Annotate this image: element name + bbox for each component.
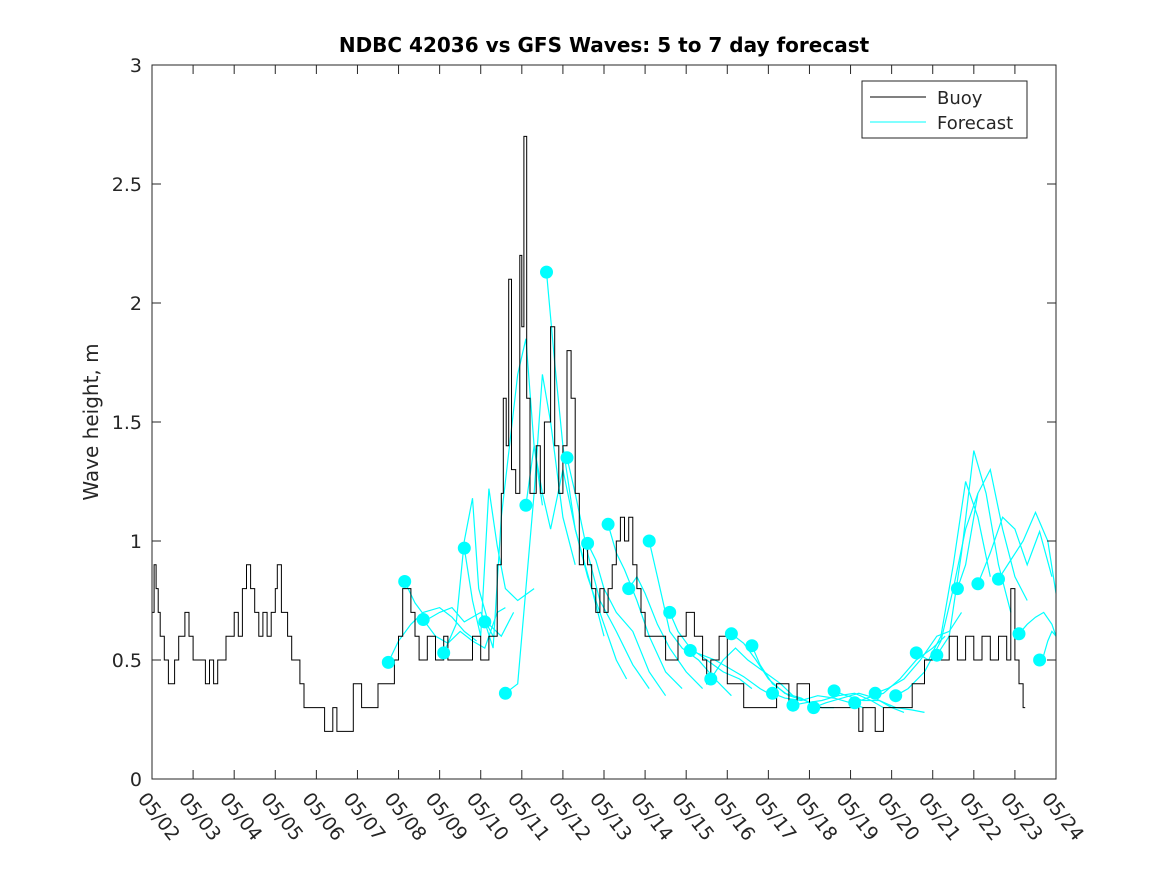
chart-title: NDBC 42036 vs GFS Waves: 5 to 7 day fore…: [339, 33, 870, 57]
forecast-run-line: [463, 488, 535, 637]
forecast-run-line: [545, 272, 628, 680]
forecast-run-line: [997, 510, 1057, 594]
forecast-run-line: [484, 338, 543, 649]
forecast-run-line: [854, 635, 946, 704]
forecast-start-marker: [683, 644, 697, 657]
forecast-start-marker: [1033, 653, 1047, 667]
forecast-start-marker: [909, 646, 923, 660]
buoy-line: [152, 135, 1026, 732]
y-tick-label: 0.5: [112, 650, 142, 672]
forecast-start-marker: [457, 541, 471, 555]
forecast-run-line: [505, 374, 576, 694]
y-tick-label: 0: [130, 769, 142, 791]
forecast-start-marker: [950, 582, 964, 596]
forecast-run-line: [387, 606, 477, 663]
forecast-start-marker: [992, 572, 1005, 586]
forecast-start-marker: [498, 686, 512, 700]
forecast-start-marker: [807, 701, 821, 715]
legend: Buoy Forecast: [861, 80, 1028, 139]
forecast-start-marker: [560, 451, 574, 465]
legend-label-forecast: Forecast: [937, 113, 1013, 134]
forecast-start-marker: [971, 577, 985, 591]
y-tick-label: 1.5: [112, 412, 142, 434]
forecast-start-marker: [601, 517, 615, 531]
forecast-start-marker: [642, 534, 656, 548]
y-tick-label: 2: [130, 293, 142, 315]
legend-box: [861, 80, 1028, 139]
series-layer: [152, 135, 1057, 732]
plot-area: [152, 65, 1056, 779]
forecast-start-marker: [519, 498, 533, 512]
forecast-start-marker: [827, 684, 841, 698]
forecast-start-marker: [663, 605, 677, 619]
forecast-start-marker: [766, 686, 779, 700]
forecast-run-line: [833, 690, 925, 713]
y-tick-label: 3: [130, 55, 142, 77]
forecast-run-line: [874, 612, 963, 694]
forecast-run-line: [443, 498, 515, 654]
forecast-start-marker: [478, 615, 492, 629]
forecast-start-marker: [786, 698, 800, 712]
forecast-run-line: [895, 493, 979, 697]
forecast-run-line: [956, 467, 1028, 601]
forecast-start-marker: [437, 646, 451, 660]
forecast-run-line: [404, 581, 494, 637]
forecast-start-marker: [416, 613, 430, 626]
forecast-run-line: [525, 445, 605, 637]
forecast-start-marker: [381, 655, 395, 669]
forecast-start-marker: [398, 575, 412, 588]
forecast-start-marker: [889, 689, 903, 703]
forecast-start-marker: [581, 536, 595, 550]
forecast-start-marker: [1012, 627, 1026, 641]
y-axis-label: Wave height, m: [79, 343, 103, 500]
forecast-start-marker: [745, 639, 759, 653]
forecast-start-marker: [540, 265, 553, 279]
forecast-run-line: [977, 516, 1053, 585]
forecast-start-marker: [724, 627, 738, 641]
y-tick-label: 2.5: [112, 174, 142, 196]
forecast-run-line: [731, 633, 818, 709]
y-tick-label: 1: [130, 531, 142, 553]
forecast-run-line: [1018, 611, 1057, 637]
forecast-start-marker: [848, 696, 862, 710]
forecast-start-marker: [704, 672, 718, 686]
forecast-start-marker: [868, 686, 882, 700]
legend-label-buoy: Buoy: [937, 88, 983, 109]
forecast-run-line: [587, 543, 667, 697]
forecast-start-marker: [622, 582, 636, 596]
forecast-start-marker: [930, 648, 944, 662]
